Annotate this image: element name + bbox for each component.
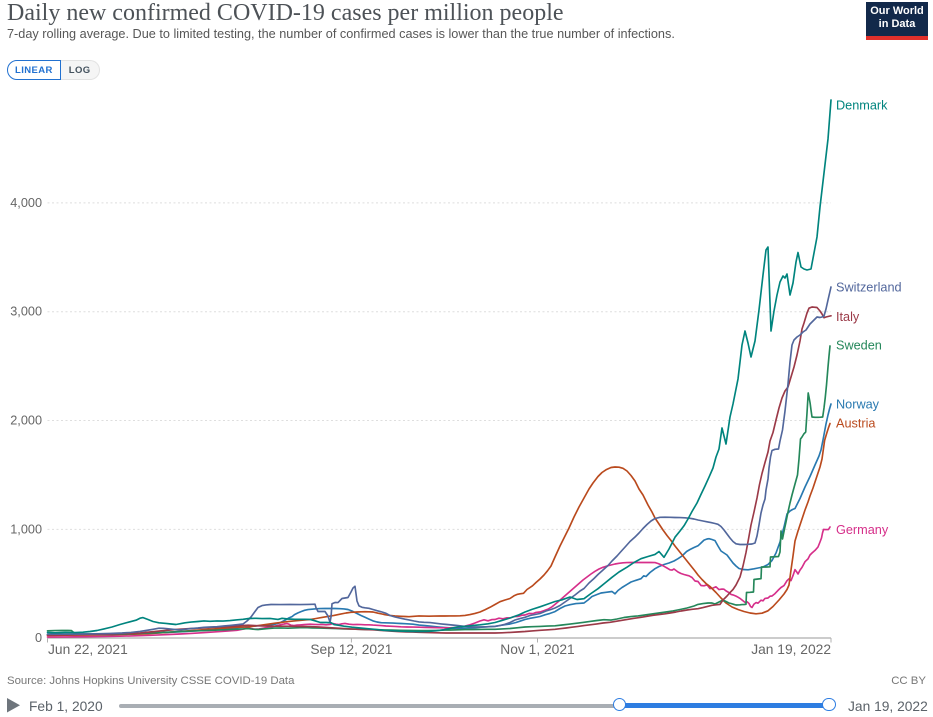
svg-text:4,000: 4,000	[10, 196, 42, 210]
svg-text:Sweden: Sweden	[836, 339, 882, 353]
svg-text:Jun 22, 2021: Jun 22, 2021	[48, 642, 128, 657]
svg-text:Sep 12, 2021: Sep 12, 2021	[310, 642, 392, 657]
svg-text:Norway: Norway	[836, 398, 880, 412]
svg-text:Austria: Austria	[836, 417, 876, 431]
svg-text:Nov 1, 2021: Nov 1, 2021	[500, 642, 574, 657]
svg-text:Denmark: Denmark	[836, 99, 888, 113]
svg-text:Jan 19, 2022: Jan 19, 2022	[751, 642, 831, 657]
svg-text:Germany: Germany	[836, 523, 889, 537]
svg-text:0: 0	[35, 631, 42, 645]
svg-text:Switzerland: Switzerland	[836, 281, 902, 295]
svg-text:Italy: Italy	[836, 310, 860, 324]
svg-text:1,000: 1,000	[10, 522, 42, 536]
svg-text:3,000: 3,000	[10, 305, 42, 319]
svg-text:2,000: 2,000	[10, 414, 42, 428]
